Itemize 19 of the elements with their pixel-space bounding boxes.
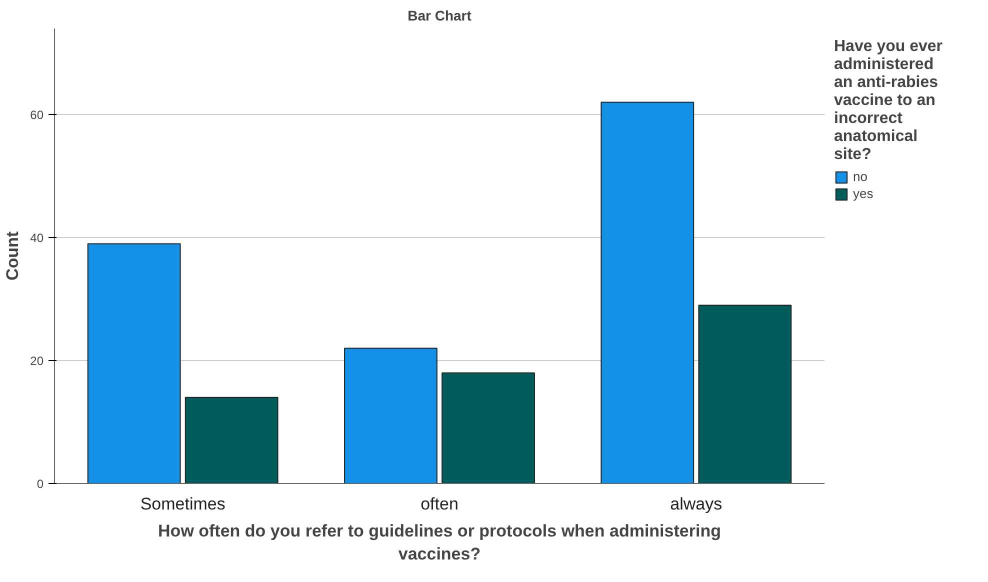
y-tick-label: 0: [36, 477, 44, 491]
y-tick-label: 60: [30, 108, 44, 122]
legend-title: Have you ever administered an anti-rabies vaccine to an incorrect anatomical site?: [834, 38, 943, 164]
chart-title: Bar Chart: [408, 8, 472, 24]
legend-label: yes: [853, 186, 874, 201]
x-tick-label: always: [670, 494, 722, 514]
x-axis-title: How often do you refer to guidelines or protocols when administering vaccines?: [158, 522, 721, 564]
bar: [184, 396, 278, 484]
y-tick-label: 40: [30, 231, 44, 246]
bar: [87, 243, 181, 484]
bar: [442, 372, 535, 484]
bar: [698, 304, 792, 484]
bar: [600, 102, 694, 484]
y-axis-title: Count: [3, 231, 22, 281]
x-tick-label: Sometimes: [140, 494, 226, 514]
y-tick-label: 20: [30, 354, 44, 368]
bar: [344, 348, 438, 484]
legend-label: no: [853, 169, 868, 184]
x-tick-label: often: [420, 494, 458, 514]
